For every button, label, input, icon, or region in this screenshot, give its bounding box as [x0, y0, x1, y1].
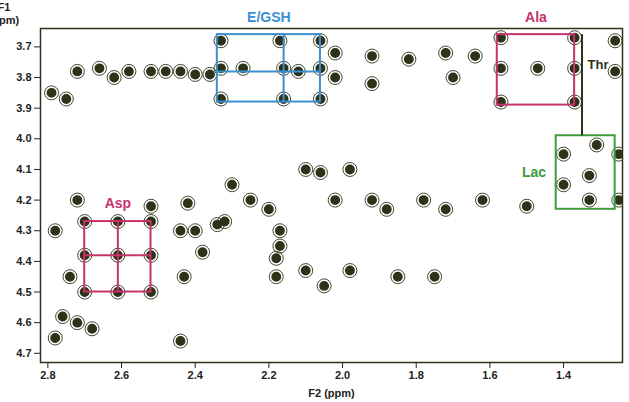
svg-text:Ala: Ala	[525, 9, 547, 25]
svg-text:Lac: Lac	[522, 164, 546, 180]
svg-text:4.6: 4.6	[16, 316, 31, 328]
svg-text:4.5: 4.5	[16, 286, 31, 298]
svg-text:2.0: 2.0	[335, 369, 350, 381]
svg-text:F2 (ppm): F2 (ppm)	[308, 387, 355, 399]
svg-text:2.2: 2.2	[261, 369, 276, 381]
svg-text:Thr: Thr	[588, 57, 609, 72]
svg-text:4.3: 4.3	[16, 224, 31, 236]
svg-text:F1(ppm): F1(ppm)	[0, 1, 20, 26]
svg-text:4.4: 4.4	[16, 255, 32, 267]
svg-text:2.6: 2.6	[114, 369, 129, 381]
svg-text:1.4: 1.4	[556, 369, 572, 381]
svg-text:2.4: 2.4	[188, 369, 204, 381]
svg-text:3.7: 3.7	[16, 40, 31, 52]
svg-text:3.9: 3.9	[16, 102, 31, 114]
svg-text:1.8: 1.8	[409, 369, 424, 381]
svg-text:2.8: 2.8	[40, 369, 55, 381]
svg-text:4.2: 4.2	[16, 194, 31, 206]
svg-text:4.0: 4.0	[16, 132, 31, 144]
svg-text:Asp: Asp	[105, 195, 131, 211]
svg-text:4.7: 4.7	[16, 347, 31, 359]
svg-text:E/GSH: E/GSH	[247, 9, 291, 25]
svg-text:1.6: 1.6	[482, 369, 497, 381]
svg-text:3.8: 3.8	[16, 71, 31, 83]
svg-text:4.1: 4.1	[16, 163, 31, 175]
